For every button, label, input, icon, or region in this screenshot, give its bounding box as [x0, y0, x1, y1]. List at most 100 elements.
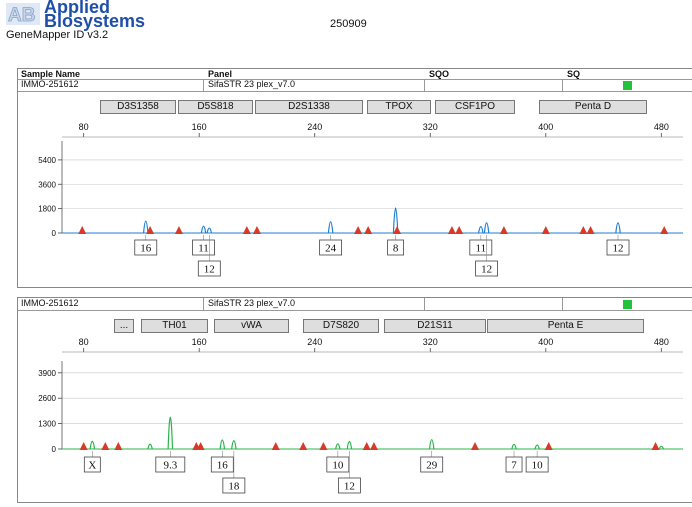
size-standard-marker	[544, 442, 553, 450]
marker-penta-e[interactable]: Penta E	[487, 319, 644, 333]
allele-call-frame	[475, 260, 498, 277]
allele-call-box[interactable]: 10	[525, 456, 549, 473]
size-standard-marker	[660, 226, 669, 234]
allele-call-label: 12	[344, 481, 355, 493]
marker-d3s1358[interactable]: D3S1358	[100, 100, 176, 114]
y-tick-label: 2600	[38, 394, 56, 403]
allele-call-label: 10	[532, 460, 544, 472]
allele-call-frame	[505, 456, 523, 473]
y-tick-label: 0	[52, 445, 57, 454]
allele-call-frame	[155, 456, 186, 473]
peak[interactable]	[511, 443, 517, 450]
allele-call-label: 12	[204, 264, 215, 276]
peak[interactable]	[89, 440, 96, 450]
peak[interactable]	[615, 222, 621, 234]
x-tick-label: 240	[307, 122, 322, 132]
peak[interactable]	[392, 207, 399, 234]
x-tick-label: 80	[79, 337, 89, 347]
allele-call-box[interactable]: 10	[326, 456, 350, 473]
electropherogram-plot-2[interactable]: 80 160 240 320 400 480 3900 2600 1300 0 X 9.3 16 18 10…	[17, 335, 691, 501]
sample-table-header: Sample Name Panel SQO SQ	[18, 69, 692, 80]
x-tick-label: 160	[192, 122, 207, 132]
allele-call-label: 10	[332, 460, 344, 472]
peak[interactable]	[167, 416, 174, 450]
size-standard-marker	[101, 442, 110, 450]
x-tick-label: 160	[192, 337, 207, 347]
y-tick-label: 3900	[38, 369, 56, 378]
peak[interactable]	[428, 439, 435, 450]
x-tick-label: 320	[423, 122, 438, 132]
allele-call-box[interactable]: 12	[475, 260, 498, 277]
more-markers-button[interactable]: ...	[114, 319, 134, 333]
allele-call-box[interactable]: 11	[469, 239, 493, 256]
peak[interactable]	[200, 225, 207, 234]
sample-name-value: IMMO-251612	[21, 298, 79, 308]
marker-d7s820[interactable]: D7S820	[303, 319, 379, 333]
marker-csf1po[interactable]: CSF1PO	[435, 100, 515, 114]
allele-call-box[interactable]: 12	[337, 477, 361, 494]
allele-call-frame	[337, 477, 361, 494]
allele-call-box[interactable]: 16	[134, 239, 158, 256]
peak[interactable]	[483, 222, 490, 234]
peak[interactable]	[231, 440, 237, 450]
y-tick-label: 3600	[38, 180, 56, 189]
marker-tpox[interactable]: TPOX	[367, 100, 431, 114]
peak[interactable]	[478, 225, 484, 234]
allele-call-frame	[326, 456, 350, 473]
marker-d5s818[interactable]: D5S818	[178, 100, 253, 114]
electropherogram-plot-1[interactable]: 80 160 240 320 400 480 5400 3600 1800 0 16 11 12 24 8 1…	[17, 110, 691, 286]
allele-call-label: 9.3	[163, 460, 177, 472]
sample-row-2[interactable]: IMMO-251612 SifaSTR 23 plex_v7.0	[18, 298, 692, 311]
peak[interactable]	[327, 221, 334, 234]
allele-call-frame	[210, 456, 234, 473]
peak[interactable]	[142, 220, 149, 234]
allele-call-box[interactable]: 11	[192, 239, 215, 256]
sample-row-1[interactable]: IMMO-251612 SifaSTR 23 plex_v7.0	[18, 79, 692, 92]
size-standard-marker	[196, 442, 205, 450]
peak[interactable]	[346, 440, 353, 450]
peak[interactable]	[219, 439, 226, 450]
size-standard-marker	[362, 442, 371, 450]
allele-call-box[interactable]: 12	[606, 239, 630, 256]
product-name: GeneMapper ID v3.2	[6, 29, 109, 41]
allele-call-frame	[319, 239, 343, 256]
x-tick-label: 400	[538, 337, 553, 347]
allele-call-box[interactable]: 12	[197, 260, 221, 277]
allele-call-box[interactable]: 7	[505, 456, 523, 473]
peak[interactable]	[206, 227, 213, 234]
sample-name-header: Sample Name	[21, 69, 81, 79]
y-tick-label: 5400	[38, 156, 56, 165]
allele-call-box[interactable]: 9.3	[155, 456, 186, 473]
allele-call-box[interactable]: 16	[210, 456, 234, 473]
peak[interactable]	[658, 445, 665, 450]
sq-header: SQ	[567, 69, 581, 79]
marker-vwa[interactable]: vWA	[214, 319, 289, 333]
allele-call-box[interactable]: X	[83, 456, 101, 473]
peak[interactable]	[335, 443, 341, 450]
peak[interactable]	[534, 444, 540, 450]
allele-call-label: 11	[476, 243, 487, 255]
size-standard-marker	[541, 226, 550, 234]
size-standard-marker	[586, 226, 595, 234]
peak[interactable]	[147, 443, 153, 450]
size-standard-marker	[651, 442, 660, 450]
brand-name: Applied Biosystems	[44, 0, 146, 31]
allele-call-label: 29	[426, 460, 438, 472]
allele-call-box[interactable]: 18	[222, 477, 246, 494]
marker-d21s11[interactable]: D21S11	[384, 319, 486, 333]
allele-call-box[interactable]: 29	[420, 456, 444, 473]
brand-line-2: Biosystems	[44, 11, 146, 31]
allele-call-label: 18	[228, 481, 240, 493]
size-standard-marker	[78, 226, 87, 234]
marker-th01[interactable]: TH01	[141, 319, 208, 333]
allele-call-box[interactable]: 8	[387, 239, 405, 256]
allele-call-box[interactable]: 24	[319, 239, 343, 256]
x-tick-label: 400	[538, 122, 553, 132]
sqo-header: SQO	[429, 69, 450, 79]
y-tick-label: 0	[52, 229, 57, 238]
size-standard-marker	[252, 226, 261, 234]
marker-penta-d[interactable]: Penta D	[539, 100, 647, 114]
size-standard-marker	[319, 442, 328, 450]
marker-d2s1338[interactable]: D2S1338	[255, 100, 363, 114]
column-divider	[424, 298, 425, 310]
